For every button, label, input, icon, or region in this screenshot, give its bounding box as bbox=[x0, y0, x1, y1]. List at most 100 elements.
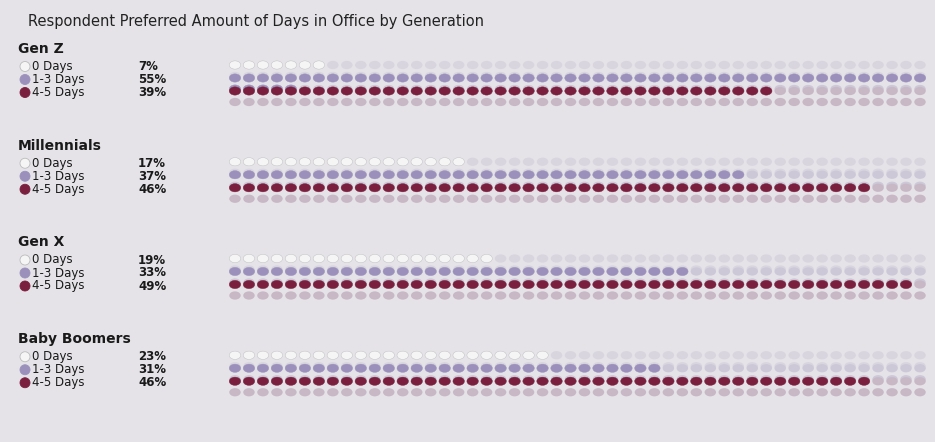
Ellipse shape bbox=[439, 74, 451, 82]
Ellipse shape bbox=[607, 255, 618, 263]
Ellipse shape bbox=[788, 280, 800, 289]
Ellipse shape bbox=[830, 158, 842, 166]
Ellipse shape bbox=[397, 158, 409, 166]
Text: 4-5 Days: 4-5 Days bbox=[32, 183, 84, 196]
Ellipse shape bbox=[663, 362, 674, 370]
Ellipse shape bbox=[788, 85, 800, 93]
Ellipse shape bbox=[663, 183, 674, 192]
Ellipse shape bbox=[635, 183, 646, 192]
Ellipse shape bbox=[481, 87, 493, 95]
Ellipse shape bbox=[397, 278, 409, 286]
Ellipse shape bbox=[467, 72, 479, 80]
Ellipse shape bbox=[313, 291, 324, 300]
Ellipse shape bbox=[243, 255, 254, 263]
Ellipse shape bbox=[509, 169, 520, 177]
Ellipse shape bbox=[369, 267, 381, 276]
Ellipse shape bbox=[257, 351, 268, 359]
Ellipse shape bbox=[788, 171, 800, 179]
Ellipse shape bbox=[830, 291, 842, 300]
Ellipse shape bbox=[914, 377, 926, 385]
Ellipse shape bbox=[802, 278, 813, 286]
Ellipse shape bbox=[425, 194, 437, 203]
Ellipse shape bbox=[411, 351, 423, 359]
Ellipse shape bbox=[677, 291, 688, 300]
Ellipse shape bbox=[830, 377, 842, 385]
Ellipse shape bbox=[802, 183, 813, 192]
Ellipse shape bbox=[914, 98, 926, 106]
Ellipse shape bbox=[760, 388, 772, 396]
Ellipse shape bbox=[509, 61, 520, 69]
Ellipse shape bbox=[341, 280, 352, 289]
Text: 49%: 49% bbox=[138, 279, 166, 293]
Text: Gen X: Gen X bbox=[18, 236, 65, 249]
Ellipse shape bbox=[467, 171, 479, 179]
Ellipse shape bbox=[355, 375, 367, 383]
Ellipse shape bbox=[327, 267, 338, 276]
Ellipse shape bbox=[285, 72, 296, 80]
Ellipse shape bbox=[565, 61, 576, 69]
Text: 23%: 23% bbox=[138, 350, 166, 363]
Ellipse shape bbox=[425, 85, 437, 93]
Ellipse shape bbox=[481, 377, 493, 385]
Ellipse shape bbox=[844, 87, 856, 95]
Ellipse shape bbox=[509, 87, 520, 95]
Ellipse shape bbox=[467, 388, 479, 396]
Ellipse shape bbox=[593, 278, 604, 286]
Ellipse shape bbox=[495, 364, 507, 372]
Ellipse shape bbox=[397, 85, 409, 93]
Ellipse shape bbox=[551, 194, 562, 203]
Ellipse shape bbox=[844, 278, 856, 286]
Ellipse shape bbox=[523, 291, 534, 300]
Ellipse shape bbox=[872, 375, 884, 383]
Ellipse shape bbox=[313, 72, 324, 80]
Ellipse shape bbox=[383, 98, 395, 106]
Ellipse shape bbox=[439, 85, 451, 93]
Ellipse shape bbox=[760, 280, 772, 289]
Ellipse shape bbox=[369, 265, 381, 274]
Ellipse shape bbox=[565, 278, 576, 286]
Ellipse shape bbox=[719, 388, 730, 396]
Ellipse shape bbox=[872, 182, 884, 190]
Ellipse shape bbox=[523, 351, 534, 359]
Ellipse shape bbox=[551, 87, 562, 95]
Ellipse shape bbox=[691, 362, 702, 370]
Ellipse shape bbox=[537, 194, 548, 203]
Ellipse shape bbox=[397, 265, 409, 274]
Ellipse shape bbox=[593, 265, 604, 274]
Ellipse shape bbox=[649, 375, 660, 383]
Text: 4-5 Days: 4-5 Days bbox=[32, 279, 84, 293]
Ellipse shape bbox=[732, 278, 744, 286]
Ellipse shape bbox=[369, 375, 381, 383]
Ellipse shape bbox=[593, 375, 604, 383]
Ellipse shape bbox=[467, 291, 479, 300]
Ellipse shape bbox=[495, 388, 507, 396]
Ellipse shape bbox=[886, 265, 898, 274]
Ellipse shape bbox=[313, 377, 324, 385]
Ellipse shape bbox=[355, 377, 367, 385]
Ellipse shape bbox=[774, 61, 786, 69]
Ellipse shape bbox=[635, 61, 646, 69]
Ellipse shape bbox=[719, 183, 730, 192]
Ellipse shape bbox=[663, 278, 674, 286]
Ellipse shape bbox=[467, 364, 479, 372]
Ellipse shape bbox=[705, 362, 716, 370]
Ellipse shape bbox=[355, 267, 367, 276]
Ellipse shape bbox=[313, 267, 324, 276]
Ellipse shape bbox=[732, 375, 744, 383]
Ellipse shape bbox=[523, 171, 534, 179]
Ellipse shape bbox=[788, 61, 800, 69]
Ellipse shape bbox=[914, 362, 926, 370]
Ellipse shape bbox=[257, 364, 268, 372]
Ellipse shape bbox=[299, 194, 310, 203]
Ellipse shape bbox=[439, 265, 451, 274]
Ellipse shape bbox=[677, 74, 688, 82]
Ellipse shape bbox=[579, 169, 590, 177]
Ellipse shape bbox=[621, 87, 632, 95]
Ellipse shape bbox=[816, 375, 827, 383]
Ellipse shape bbox=[411, 267, 423, 276]
Ellipse shape bbox=[900, 74, 912, 82]
Ellipse shape bbox=[299, 255, 310, 263]
Ellipse shape bbox=[313, 61, 324, 69]
Ellipse shape bbox=[802, 171, 813, 179]
Ellipse shape bbox=[537, 182, 548, 190]
